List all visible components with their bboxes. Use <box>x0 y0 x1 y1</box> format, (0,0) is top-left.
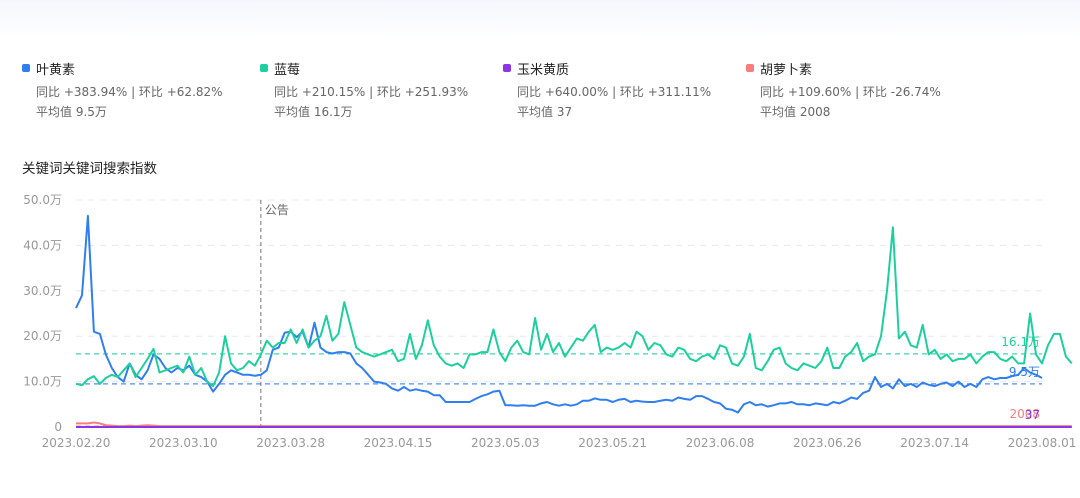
legend: 叶黄素 同比 +383.94% | 环比 +62.82% 平均值 9.5万 蓝莓… <box>22 58 1062 128</box>
legend-name: 叶黄素 <box>36 62 76 78</box>
legend-item-carotene[interactable]: 胡萝卜素 同比 +109.60% | 环比 -26.74% 平均值 2008 <box>746 58 941 122</box>
y-tick-label: 30.0万 <box>23 284 62 298</box>
x-tick-label: 2023.07.14 <box>900 436 969 450</box>
annotation-label: 公告 <box>265 203 289 217</box>
legend-item-blueberry[interactable]: 蓝莓 同比 +210.15% | 环比 +251.93% 平均值 16.1万 <box>260 58 468 122</box>
x-tick-label: 2023.08.01 <box>1008 436 1077 450</box>
carotene-swatch-icon <box>746 64 754 72</box>
legend-average: 平均值 9.5万 <box>36 105 107 119</box>
average-label: 2008 <box>1009 407 1040 421</box>
average-label: 9.5万 <box>1009 365 1040 379</box>
x-tick-label: 2023.06.26 <box>793 436 862 450</box>
y-tick-label: 50.0万 <box>23 193 62 207</box>
blueberry-swatch-icon <box>260 64 268 72</box>
average-label: 37 <box>1025 408 1040 422</box>
x-tick-label: 2023.06.08 <box>686 436 755 450</box>
legend-stat: 同比 +210.15% | 环比 +251.93% <box>274 85 469 99</box>
legend-stat: 同比 +640.00% | 环比 +311.11% <box>517 85 712 99</box>
legend-average: 平均值 16.1万 <box>274 105 353 119</box>
x-tick-label: 2023.02.20 <box>42 436 111 450</box>
lutein-swatch-icon <box>22 64 30 72</box>
x-tick-label: 2023.03.10 <box>149 436 218 450</box>
legend-item-lutein[interactable]: 叶黄素 同比 +383.94% | 环比 +62.82% 平均值 9.5万 <box>22 58 223 122</box>
legend-average: 平均值 2008 <box>760 105 831 119</box>
chart-title: 关键词关键词搜索指数 <box>22 161 157 177</box>
legend-name: 蓝莓 <box>274 62 301 78</box>
legend-name: 玉米黄质 <box>517 62 570 78</box>
y-tick-label: 0 <box>54 420 62 434</box>
y-tick-label: 10.0万 <box>23 375 62 389</box>
series-line <box>76 421 1072 428</box>
zeaxanthin-swatch-icon <box>503 64 511 72</box>
legend-item-zeaxanthin[interactable]: 玉米黄质 同比 +640.00% | 环比 +311.11% 平均值 37 <box>503 58 711 122</box>
average-label: 16.1万 <box>1001 335 1040 349</box>
legend-stat: 同比 +109.60% | 环比 -26.74% <box>760 85 941 99</box>
x-tick-label: 2023.05.21 <box>578 436 647 450</box>
legend-name: 胡萝卜素 <box>760 62 813 78</box>
y-tick-label: 20.0万 <box>23 329 62 343</box>
series-line <box>75 226 1073 388</box>
series-line <box>75 214 1043 414</box>
x-tick-label: 2023.03.28 <box>256 436 325 450</box>
x-tick-label: 2023.04.15 <box>364 436 433 450</box>
x-tick-label: 2023.05.03 <box>471 436 540 450</box>
legend-average: 平均值 37 <box>517 105 573 119</box>
y-tick-label: 40.0万 <box>23 238 62 252</box>
legend-stat: 同比 +383.94% | 环比 +62.82% <box>36 85 223 99</box>
